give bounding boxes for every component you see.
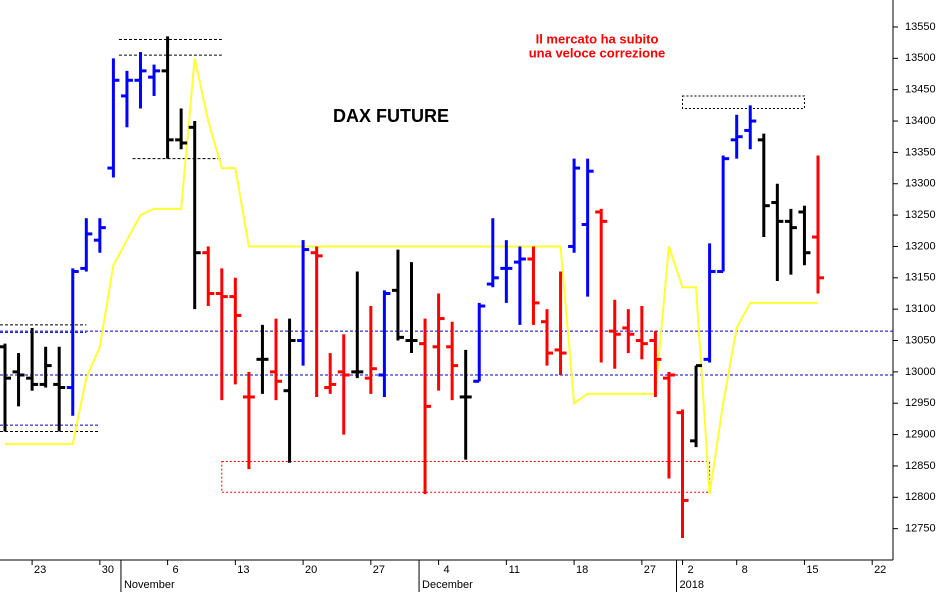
- y-tick-label: 12750: [905, 523, 936, 535]
- x-tick-label: 20: [305, 564, 317, 576]
- y-tick-label: 13450: [905, 84, 936, 96]
- annotation: Il mercato ha subito: [536, 31, 659, 46]
- y-tick-label: 13150: [905, 272, 936, 284]
- y-tick-label: 13350: [905, 146, 936, 158]
- x-tick-label: 18: [576, 564, 588, 576]
- x-tick-label: 8: [742, 564, 748, 576]
- y-tick-label: 12900: [905, 428, 936, 440]
- x-tick-label: 4: [444, 564, 450, 576]
- y-tick-label: 13100: [905, 303, 936, 315]
- y-tick-label: 12950: [905, 397, 936, 409]
- y-tick-label: 13000: [905, 366, 936, 378]
- x-tick-label: 2: [687, 564, 693, 576]
- zone-box: [221, 461, 711, 493]
- y-tick-label: 13400: [905, 115, 936, 127]
- x-tick-label: 11: [509, 564, 520, 576]
- y-tick-label: 12850: [905, 460, 936, 472]
- x-tick-label: 13: [237, 564, 249, 576]
- y-tick-label: 13550: [905, 21, 936, 33]
- month-label: 2018: [680, 579, 704, 591]
- y-tick-label: 13200: [905, 240, 936, 252]
- x-tick-label: 15: [806, 564, 818, 576]
- zone-box: [682, 95, 805, 109]
- y-tick-label: 13250: [905, 209, 936, 221]
- y-tick-label: 12800: [905, 491, 936, 503]
- annotation: una veloce correzione: [529, 45, 666, 60]
- month-label: December: [422, 579, 473, 591]
- y-tick-label: 13500: [905, 52, 936, 64]
- x-tick-label: 27: [373, 564, 385, 576]
- x-tick-label: 6: [173, 564, 179, 576]
- y-tick-label: 13050: [905, 334, 936, 346]
- y-tick-label: 13300: [905, 178, 936, 190]
- x-tick-label: 27: [644, 564, 656, 576]
- trend-line: [5, 58, 818, 495]
- x-tick-label: 30: [102, 564, 114, 576]
- chart-title: DAX FUTURE: [333, 106, 449, 126]
- month-label: November: [124, 579, 175, 591]
- x-tick-label: 23: [34, 564, 46, 576]
- x-tick-label: 22: [874, 564, 886, 576]
